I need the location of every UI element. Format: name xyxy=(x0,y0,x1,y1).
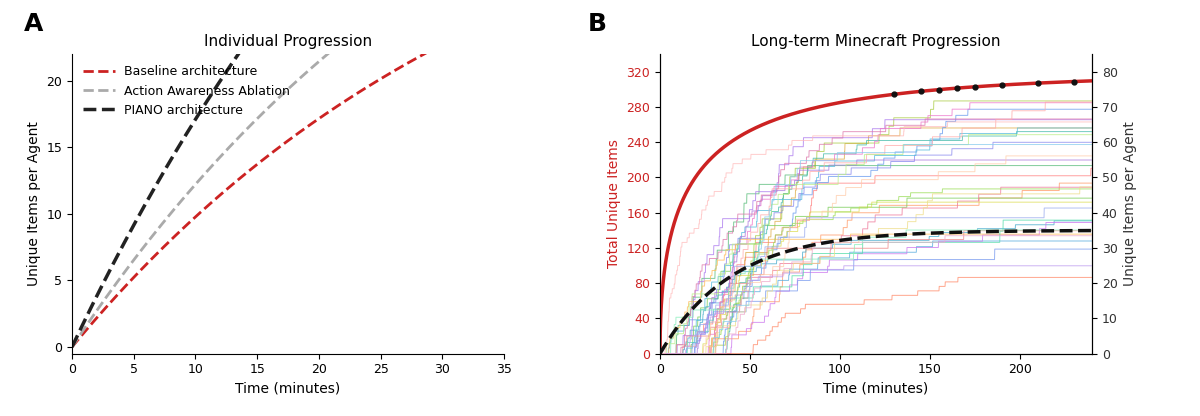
Baseline architecture xyxy=(272,144,287,149)
PIANO architecture xyxy=(270,0,284,2)
Action Awareness Ablation xyxy=(299,71,313,76)
Line: Action Awareness Ablation: Action Awareness Ablation xyxy=(72,0,504,347)
Y-axis label: Unique Items per Agent: Unique Items per Agent xyxy=(26,121,41,286)
Text: B: B xyxy=(588,12,607,37)
Y-axis label: Total Unique Items: Total Unique Items xyxy=(607,139,620,268)
Text: A: A xyxy=(24,12,43,37)
Baseline architecture xyxy=(419,50,433,55)
Legend: Baseline architecture, Action Awareness Ablation, PIANO architecture: Baseline architecture, Action Awareness … xyxy=(78,60,295,122)
Baseline architecture xyxy=(322,109,336,114)
X-axis label: Time (minutes): Time (minutes) xyxy=(235,382,341,396)
Baseline architecture xyxy=(270,146,284,151)
Baseline architecture xyxy=(497,12,511,17)
Action Awareness Ablation xyxy=(270,97,284,102)
Baseline architecture xyxy=(486,17,500,22)
Action Awareness Ablation xyxy=(65,344,79,349)
Action Awareness Ablation xyxy=(272,94,287,99)
Action Awareness Ablation xyxy=(322,50,336,55)
Line: Baseline architecture: Baseline architecture xyxy=(72,14,504,347)
Baseline architecture xyxy=(299,125,313,130)
Title: Long-term Minecraft Progression: Long-term Minecraft Progression xyxy=(751,34,1001,49)
Line: PIANO architecture: PIANO architecture xyxy=(72,0,504,347)
Title: Individual Progression: Individual Progression xyxy=(204,34,372,49)
X-axis label: Time (minutes): Time (minutes) xyxy=(823,382,929,396)
Y-axis label: Unique Items per Agent: Unique Items per Agent xyxy=(1123,121,1138,286)
PIANO architecture xyxy=(65,344,79,349)
Baseline architecture xyxy=(65,344,79,349)
